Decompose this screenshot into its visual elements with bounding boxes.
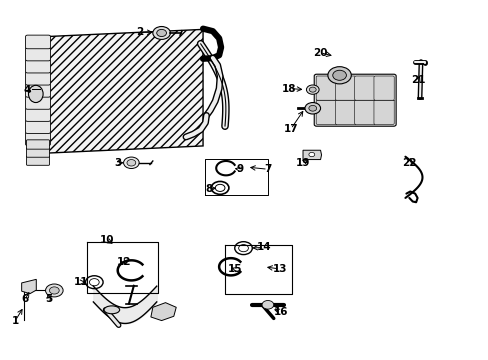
Ellipse shape [28, 85, 43, 103]
Circle shape [45, 284, 63, 297]
FancyBboxPatch shape [316, 100, 336, 125]
Circle shape [123, 157, 139, 168]
Polygon shape [47, 30, 203, 153]
Text: 21: 21 [410, 75, 425, 85]
Circle shape [157, 30, 166, 37]
Text: 4: 4 [24, 85, 31, 95]
FancyBboxPatch shape [25, 84, 50, 97]
Text: 3: 3 [114, 158, 121, 168]
FancyBboxPatch shape [335, 100, 355, 125]
FancyBboxPatch shape [26, 156, 49, 165]
Circle shape [327, 67, 350, 84]
Circle shape [153, 27, 170, 40]
Text: 17: 17 [283, 124, 298, 134]
FancyBboxPatch shape [25, 59, 50, 73]
Polygon shape [21, 279, 36, 294]
Text: 5: 5 [45, 294, 52, 304]
Circle shape [305, 103, 320, 114]
FancyBboxPatch shape [335, 76, 355, 100]
Text: 6: 6 [21, 294, 29, 304]
Text: 12: 12 [116, 257, 131, 267]
Circle shape [306, 85, 319, 94]
FancyBboxPatch shape [354, 76, 374, 100]
Circle shape [308, 152, 314, 157]
Text: 20: 20 [312, 48, 326, 58]
Circle shape [127, 159, 136, 166]
Text: 14: 14 [256, 242, 271, 252]
FancyBboxPatch shape [25, 108, 50, 121]
Text: 15: 15 [227, 264, 242, 274]
Text: 10: 10 [100, 235, 114, 245]
Text: 8: 8 [205, 184, 213, 194]
Text: 1: 1 [12, 316, 19, 325]
FancyBboxPatch shape [26, 148, 49, 157]
Text: 18: 18 [282, 84, 296, 94]
FancyBboxPatch shape [25, 132, 50, 145]
Text: 9: 9 [236, 164, 243, 174]
FancyBboxPatch shape [25, 47, 50, 61]
Text: 11: 11 [74, 277, 88, 287]
FancyBboxPatch shape [373, 76, 393, 100]
Text: 19: 19 [295, 158, 309, 168]
Circle shape [262, 301, 273, 309]
FancyBboxPatch shape [316, 76, 336, 100]
Circle shape [309, 87, 316, 92]
Text: 7: 7 [264, 164, 271, 174]
FancyBboxPatch shape [314, 74, 395, 126]
Polygon shape [303, 150, 321, 159]
FancyBboxPatch shape [25, 35, 50, 49]
Text: 13: 13 [272, 264, 286, 274]
Text: 22: 22 [401, 158, 416, 168]
Ellipse shape [104, 306, 120, 314]
FancyBboxPatch shape [25, 96, 50, 109]
Text: 16: 16 [273, 307, 288, 317]
FancyBboxPatch shape [26, 140, 49, 149]
FancyBboxPatch shape [354, 100, 374, 125]
Circle shape [308, 105, 316, 111]
Circle shape [49, 287, 59, 294]
FancyBboxPatch shape [25, 120, 50, 134]
FancyBboxPatch shape [373, 100, 393, 125]
Polygon shape [151, 303, 176, 320]
FancyBboxPatch shape [25, 71, 50, 85]
Text: 2: 2 [136, 27, 143, 37]
Circle shape [332, 70, 346, 80]
